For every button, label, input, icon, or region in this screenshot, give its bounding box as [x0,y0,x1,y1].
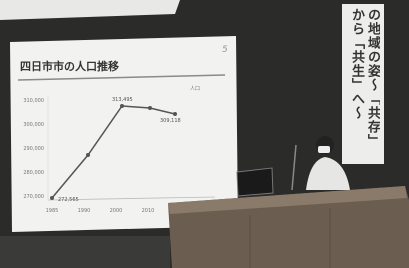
monitor [237,168,273,196]
slide-legend: 人口 [190,86,200,92]
header-band [0,0,180,20]
slide-y-label: 310,000 [23,98,44,104]
microphone [292,145,296,190]
slide-title: 四日市市の人口推移 [20,59,119,73]
slide-x-label: 2010 [142,208,155,214]
photo: 四日市市の人口推移 5 人口 310,000 300,000 290,000 280,… [0,0,409,268]
banner-text: の地域の姿〜「共存」から「共生」へ〜 [346,8,380,158]
slide-point-label: 313,495 [112,97,133,103]
slide-y-label: 270,000 [23,194,44,200]
slide-y-label: 300,000 [23,122,44,128]
slide-point [86,153,90,157]
slide-point [120,104,124,108]
slide-point [50,196,54,200]
slide-y-label: 280,000 [23,170,44,176]
slide-point-label: 272,565 [58,197,79,203]
slide-x-label: 1985 [46,208,59,214]
slide-point-label: 309,118 [160,118,181,124]
slide-page-number: 5 [222,45,228,55]
stage-floor [0,236,170,268]
slide-point [148,106,152,110]
slide-point [173,112,177,116]
speaker-mask [318,146,330,153]
slide-x-label: 1990 [78,208,91,214]
slide-x-label: 2000 [110,208,123,214]
slide-y-label: 290,000 [23,146,44,152]
